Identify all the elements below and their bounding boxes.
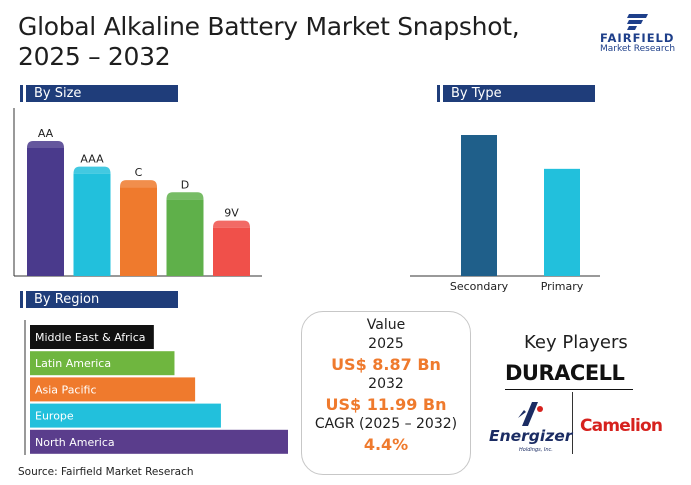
size-label-aaa: AAA: [80, 153, 104, 166]
size-bar-aaa: [73, 166, 111, 276]
region-bar-north-america: [30, 429, 288, 454]
region-label-middle-east-africa: Middle East & Africa: [35, 331, 146, 344]
logo-subtitle: Market Research: [600, 44, 676, 54]
energizer-logo: Energizer: [489, 427, 573, 445]
energizer-mark-icon: [518, 402, 543, 426]
region-label-north-america: North America: [35, 436, 115, 449]
title-line-2: 2025 – 2032: [18, 42, 171, 71]
size-bar-d: [166, 192, 204, 276]
size-label-9v: 9V: [224, 207, 239, 220]
region-label-latin-america: Latin America: [35, 357, 111, 370]
size-label-aa: AA: [38, 127, 54, 140]
region-bar-middle-east-africa: [30, 325, 154, 349]
duracell-logo: DURACELL: [505, 361, 625, 385]
value-year-start: 2025: [368, 336, 404, 352]
size-bar-c: [120, 180, 157, 276]
section-by-type: By Type: [437, 85, 595, 102]
section-by-region: By Region: [20, 291, 178, 308]
page-title: Global Alkaline Battery Market Snapshot,…: [18, 12, 578, 72]
by-region-chart: Middle East & Africa Latin America Asia Pa…: [24, 320, 288, 455]
size-label-c: C: [135, 166, 143, 179]
players-divider: [572, 392, 573, 454]
fairfield-logo-icon: [627, 14, 648, 30]
cagr-label: CAGR (2025 – 2032): [314, 416, 458, 432]
value-end-amount: US$ 11.99 Bn: [325, 395, 447, 414]
key-players-title: Key Players: [524, 332, 628, 353]
region-label-asia-pacific: Asia Pacific: [35, 383, 97, 396]
region-bar-europe: [30, 403, 221, 428]
type-label-secondary: Secondary: [450, 280, 509, 293]
type-label-primary: Primary: [541, 280, 584, 293]
section-by-size: By Size: [20, 85, 178, 102]
size-bar-aa: [27, 141, 64, 276]
logo-name: FAIRFIELD: [600, 31, 675, 45]
size-label-d: D: [181, 178, 189, 191]
value-label: Value: [366, 317, 406, 333]
type-bar-primary: [544, 168, 580, 276]
source-note: Source: Fairfield Market Reserach: [18, 466, 194, 478]
value-start-amount: US$ 8.87 Bn: [331, 355, 441, 374]
value-year-end: 2032: [368, 376, 404, 392]
region-label-europe: Europe: [35, 410, 74, 423]
market-value-box: Value 2025 US$ 8.87 Bn 2032 US$ 11.99 Bn…: [301, 311, 471, 475]
cagr-value: 4.4%: [363, 435, 409, 454]
size-bar-9v: [213, 220, 250, 276]
title-line-1: Global Alkaline Battery Market Snapshot,: [18, 12, 520, 41]
camelion-logo: Camelion: [580, 416, 663, 436]
region-bar-asia-pacific: [30, 377, 196, 402]
energizer-subtitle: Holdings, Inc.: [519, 447, 553, 453]
region-bar-latin-america: [30, 351, 175, 376]
by-type-chart: Secondary Primary: [410, 135, 600, 293]
type-bar-secondary: [461, 135, 497, 276]
duracell-underline: [505, 389, 633, 390]
